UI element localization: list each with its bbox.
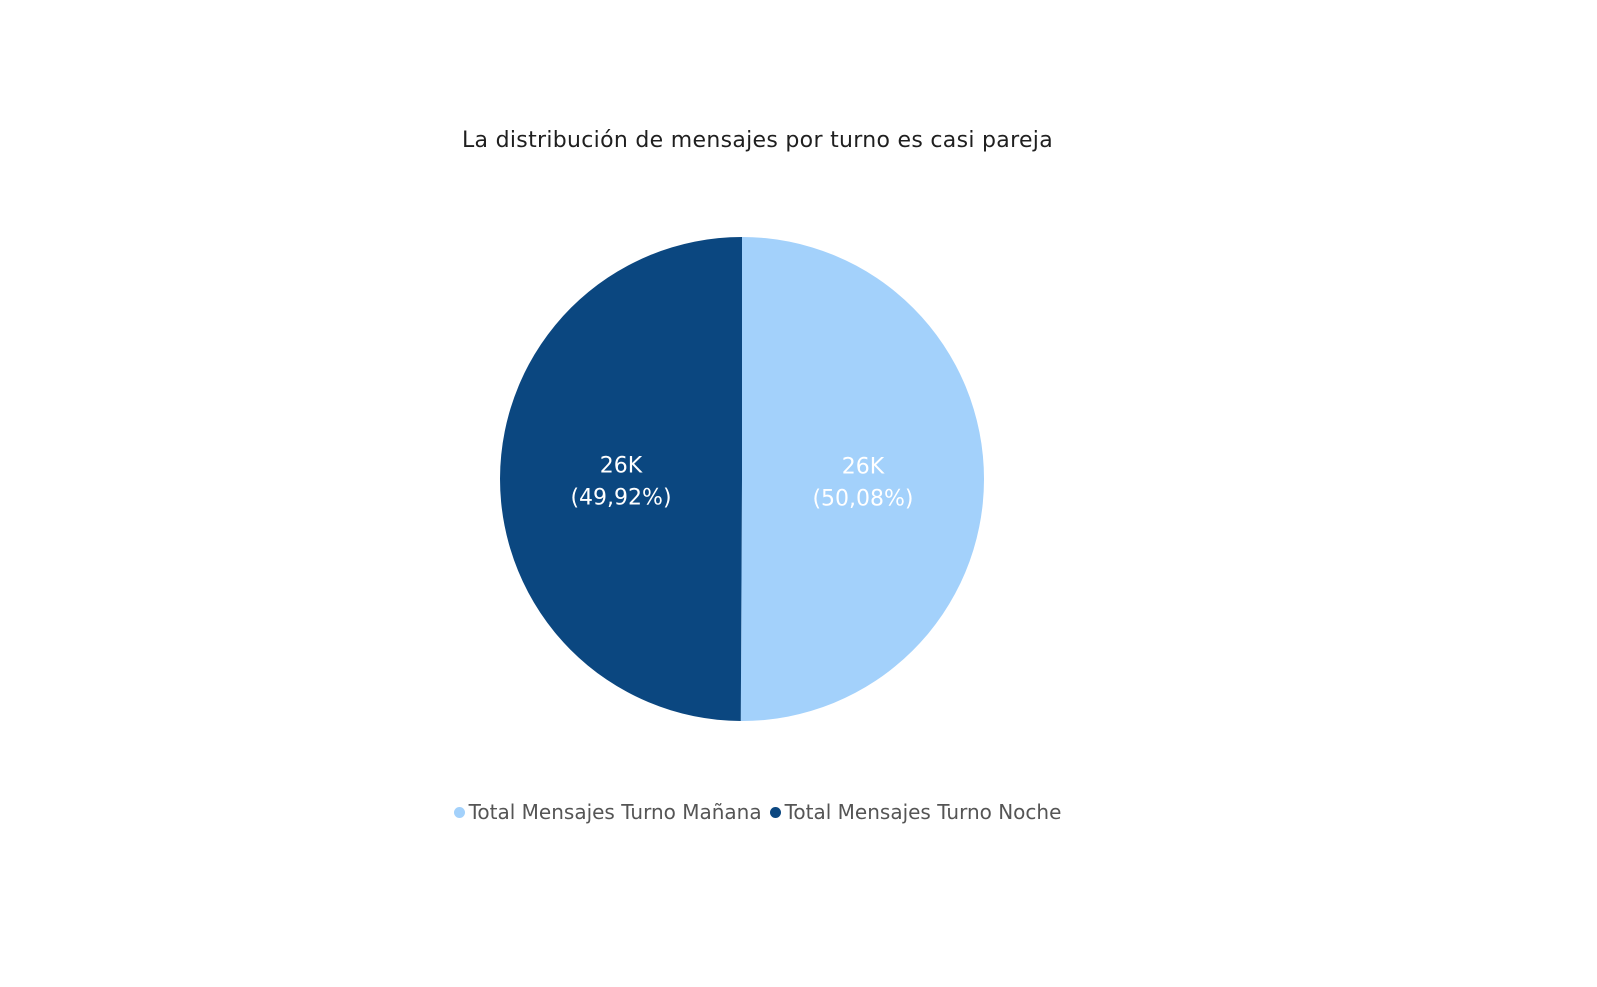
pie-labels: 26K (50,08%) 26K (49,92%) <box>570 454 913 512</box>
pie-slice-noche-value-label: 26K <box>600 454 643 479</box>
pie-slice-noche[interactable] <box>500 237 742 721</box>
legend-item-manana[interactable]: Total Mensajes Turno Mañana <box>453 800 762 824</box>
legend-swatch-manana-icon <box>453 806 465 818</box>
pie-slice-manana[interactable] <box>740 237 985 722</box>
chart-title: La distribución de mensajes por turno es… <box>462 128 1053 153</box>
pie-slices <box>500 237 985 722</box>
legend-swatch-noche-icon <box>769 806 781 818</box>
pie-slice-manana-percent-label: (50,08%) <box>812 486 913 511</box>
legend-label-noche: Total Mensajes Turno Noche <box>784 800 1062 824</box>
legend-label-manana: Total Mensajes Turno Mañana <box>468 800 762 824</box>
legend: Total Mensajes Turno Mañana Total Mensaj… <box>0 800 1515 824</box>
pie-slice-manana-value-label: 26K <box>842 454 885 479</box>
legend-item-noche[interactable]: Total Mensajes Turno Noche <box>769 800 1062 824</box>
pie-slice-noche-percent-label: (49,92%) <box>570 486 671 511</box>
